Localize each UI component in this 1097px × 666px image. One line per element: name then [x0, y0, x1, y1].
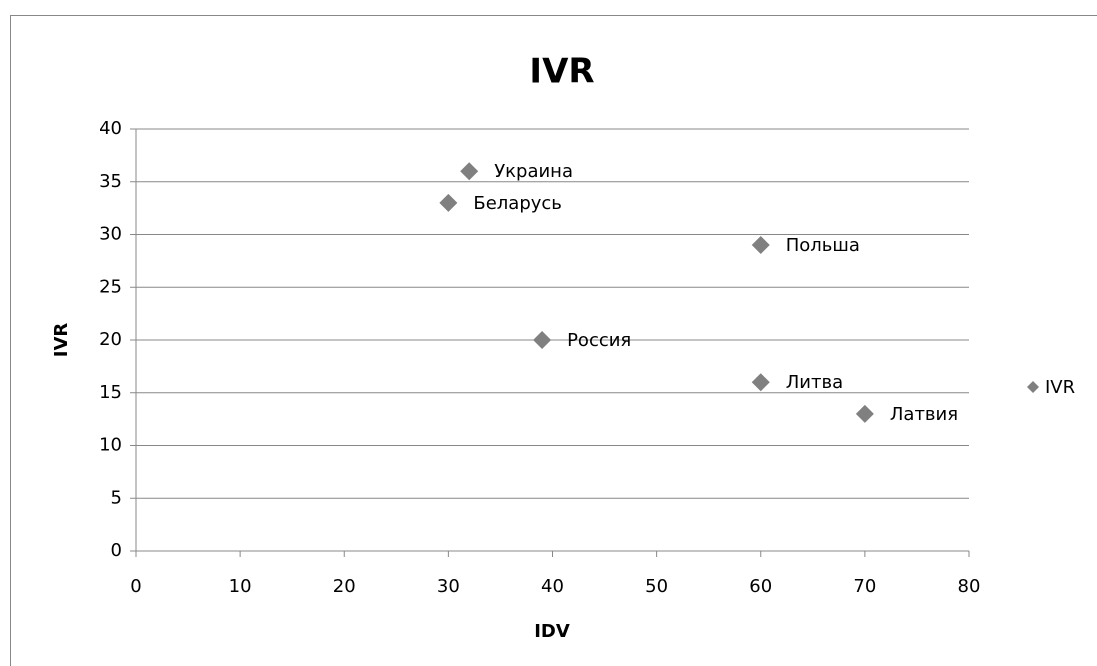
- x-tick-label: 60: [749, 576, 772, 597]
- point: [439, 193, 458, 212]
- y-tick-label: 0: [111, 540, 122, 561]
- y-tick-label: 5: [111, 487, 122, 508]
- x-tick-label: 30: [437, 576, 460, 597]
- x-tick-label: 50: [645, 576, 668, 597]
- point: [855, 404, 874, 423]
- x-tick-label: 80: [958, 576, 981, 597]
- legend-label: IVR: [1045, 377, 1075, 398]
- chart-frame: [10, 15, 1097, 666]
- legend-marker: [1027, 381, 1039, 393]
- point: [533, 331, 552, 349]
- x-tick-label: 20: [333, 576, 356, 597]
- x-tick-label: 10: [229, 576, 252, 597]
- x-axis-label: IDV: [534, 621, 570, 642]
- point-label: Польша: [786, 235, 860, 256]
- y-tick-label: 15: [99, 382, 122, 403]
- y-tick-label: 40: [99, 118, 122, 139]
- y-tick-label: 35: [99, 171, 122, 192]
- point: [460, 162, 479, 181]
- y-tick-label: 10: [99, 435, 122, 456]
- point: [751, 373, 770, 392]
- y-axis-label: IVR: [51, 323, 72, 358]
- point-label: Беларусь: [473, 193, 562, 214]
- y-tick-label: 25: [99, 276, 122, 297]
- point-label: Украина: [494, 161, 573, 182]
- y-tick-label: 20: [99, 329, 122, 350]
- x-tick-label: 70: [853, 576, 876, 597]
- y-tick-label: 30: [99, 224, 122, 245]
- x-tick-label: 0: [130, 576, 141, 597]
- x-tick-label: 40: [541, 576, 564, 597]
- point-label: Литва: [786, 372, 843, 393]
- chart-title: IVR: [529, 52, 594, 92]
- point-label: Россия: [567, 330, 631, 351]
- point: [751, 236, 770, 255]
- point-label: Латвия: [890, 404, 958, 425]
